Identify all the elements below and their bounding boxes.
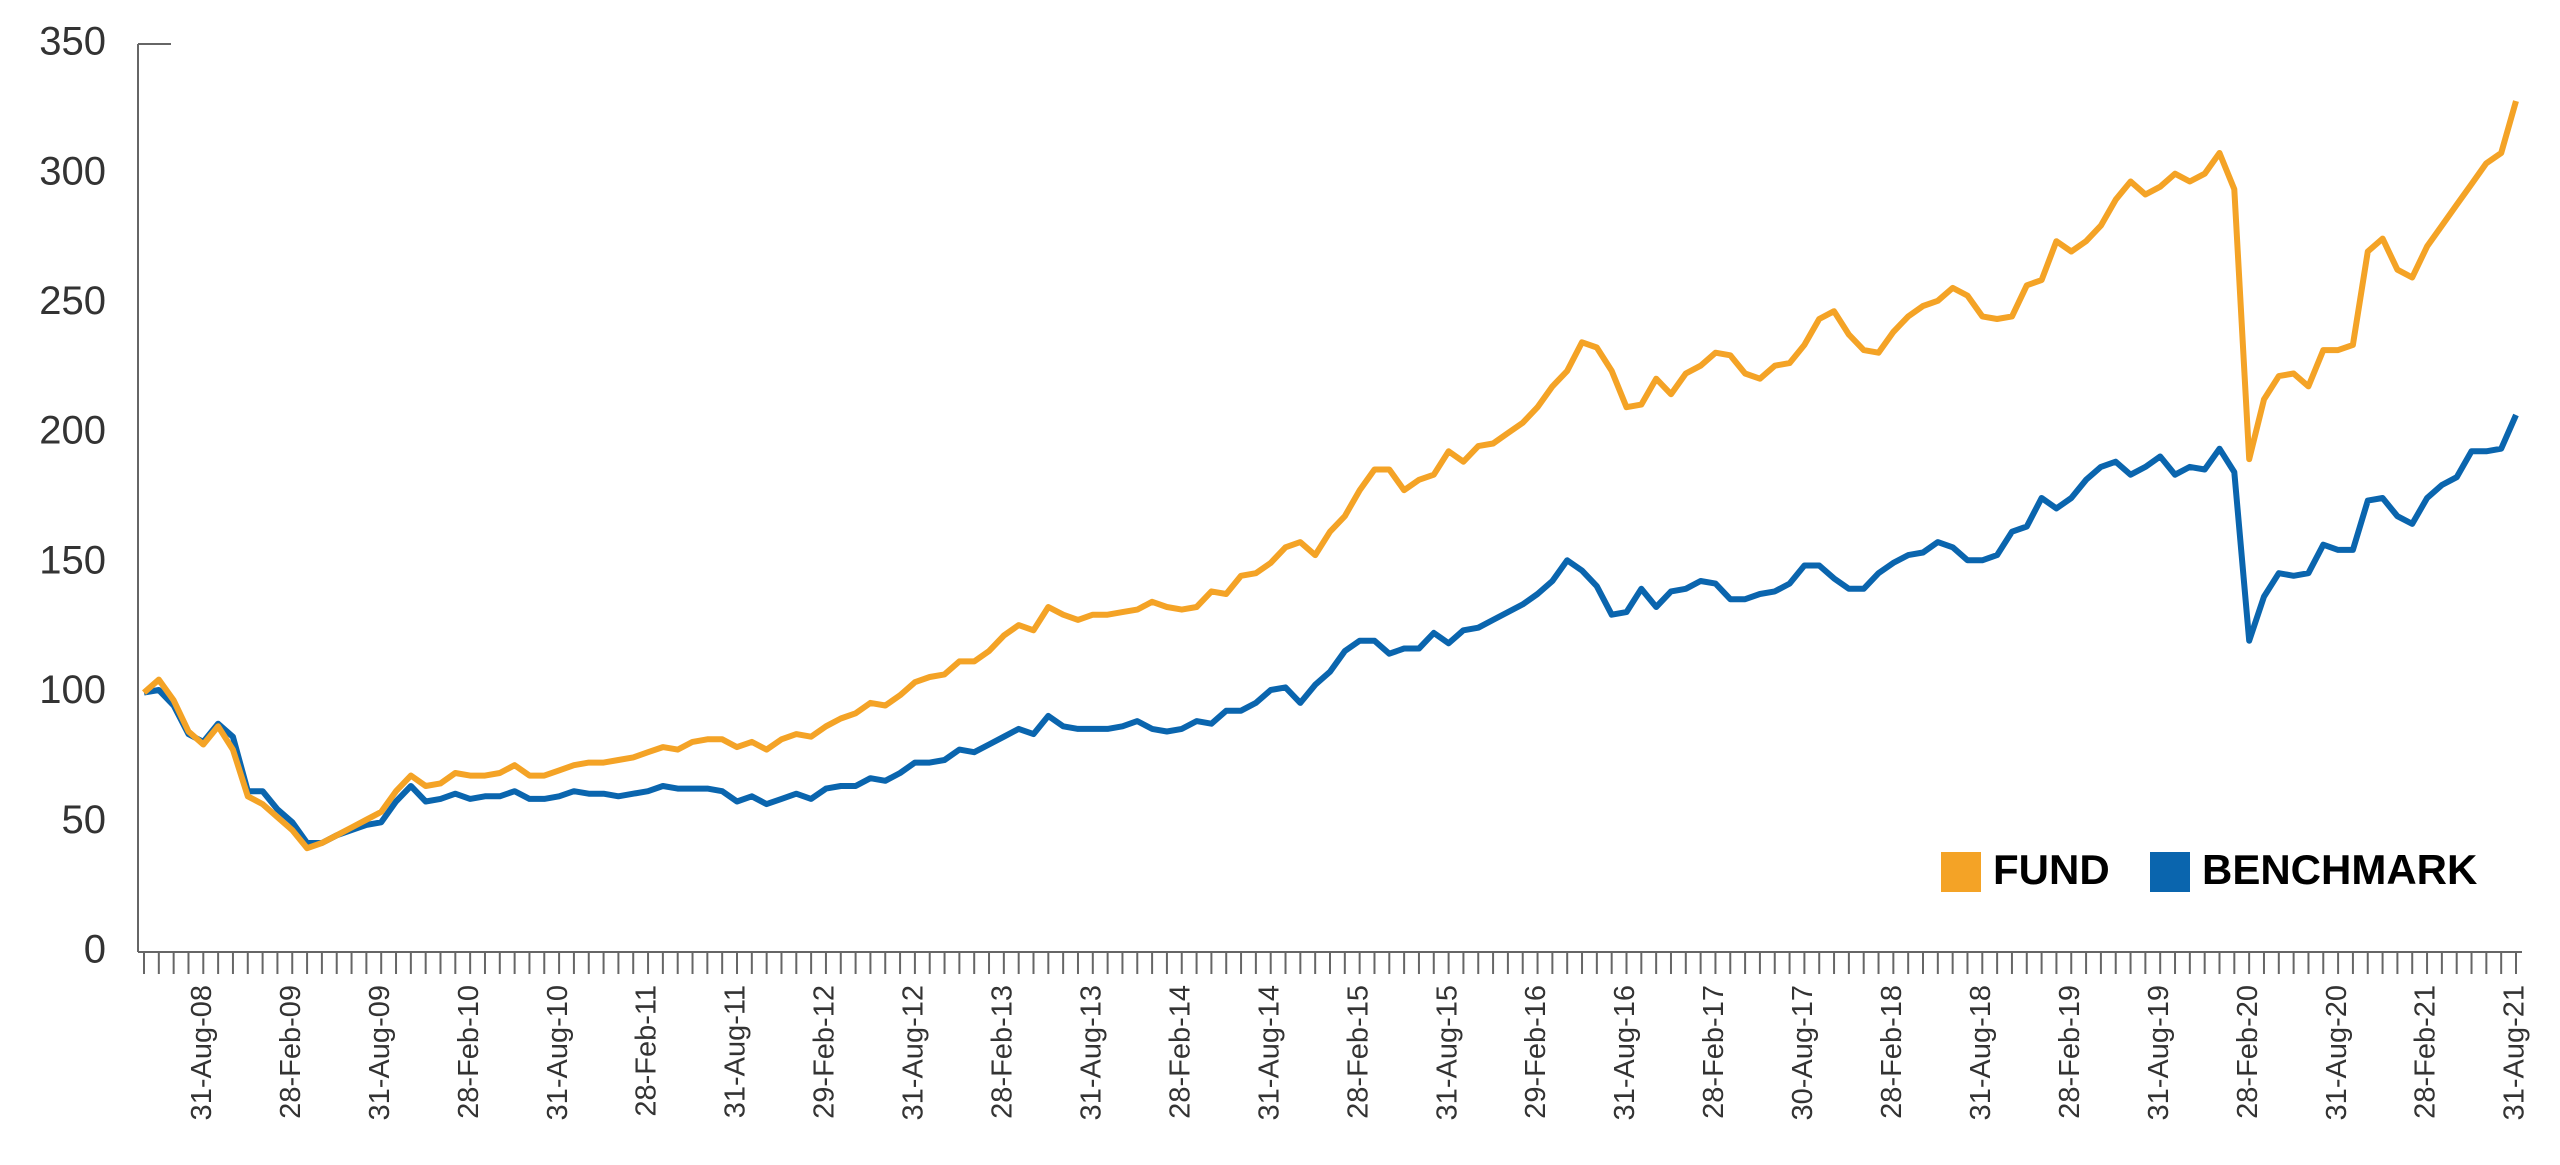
x-tick-label: 28-Feb-17	[1698, 985, 1730, 1119]
x-tick-label: 31-Aug-21	[2499, 985, 2531, 1120]
y-tick-label: 150	[39, 538, 106, 582]
y-tick-label: 250	[39, 279, 106, 323]
x-tick-label: 31-Aug-15	[1431, 985, 1463, 1120]
series-line	[142, 100, 2519, 852]
y-tick-label: 0	[84, 928, 106, 972]
legend-swatch	[2150, 852, 2190, 892]
y-tick-label: 200	[39, 409, 106, 453]
y-tick-label: 300	[39, 149, 106, 193]
y-tick-label: 100	[39, 668, 106, 712]
x-tick-label: 28-Feb-19	[2054, 985, 2086, 1119]
x-tick-label: 29-Feb-16	[1520, 985, 1552, 1119]
x-tick-label: 31-Aug-09	[364, 985, 396, 1120]
series-line	[143, 413, 2519, 846]
x-tick-label: 28-Feb-11	[631, 985, 663, 1117]
x-tick-label: 31-Aug-14	[1253, 985, 1285, 1120]
x-tick-label: 28-Feb-10	[453, 985, 485, 1119]
legend-label: BENCHMARK	[2202, 846, 2477, 893]
x-tick-label: 31-Aug-10	[542, 985, 574, 1120]
x-tick-label: 31-Aug-19	[2143, 985, 2175, 1120]
x-tick-label: 28-Feb-13	[987, 985, 1019, 1119]
x-tick-label: 28-Feb-21	[2410, 985, 2442, 1119]
x-tick-label: 31-Aug-08	[186, 985, 218, 1120]
x-tick-label: 28-Feb-15	[1342, 985, 1374, 1119]
x-tick-label: 28-Feb-09	[275, 985, 307, 1119]
x-tick-label: 31-Aug-18	[1965, 985, 1997, 1120]
x-tick-label: 29-Feb-12	[809, 985, 841, 1119]
y-tick-label: 350	[39, 20, 106, 64]
x-tick-label: 31-Aug-11	[720, 985, 752, 1118]
x-tick-label: 28-Feb-14	[1164, 985, 1196, 1119]
x-tick-label: 31-Aug-12	[898, 985, 930, 1120]
x-tick-label: 28-Feb-20	[2232, 985, 2264, 1119]
x-tick-label: 30-Aug-17	[1787, 985, 1819, 1120]
x-tick-label: 31-Aug-20	[2321, 985, 2353, 1120]
x-tick-label: 31-Aug-13	[1075, 985, 1107, 1120]
x-tick-label: 28-Feb-18	[1876, 985, 1908, 1119]
legend-swatch	[1941, 852, 1981, 892]
y-tick-label: 50	[62, 798, 107, 842]
legend-label: FUND	[1993, 846, 2110, 893]
x-tick-label: 31-Aug-16	[1609, 985, 1641, 1120]
